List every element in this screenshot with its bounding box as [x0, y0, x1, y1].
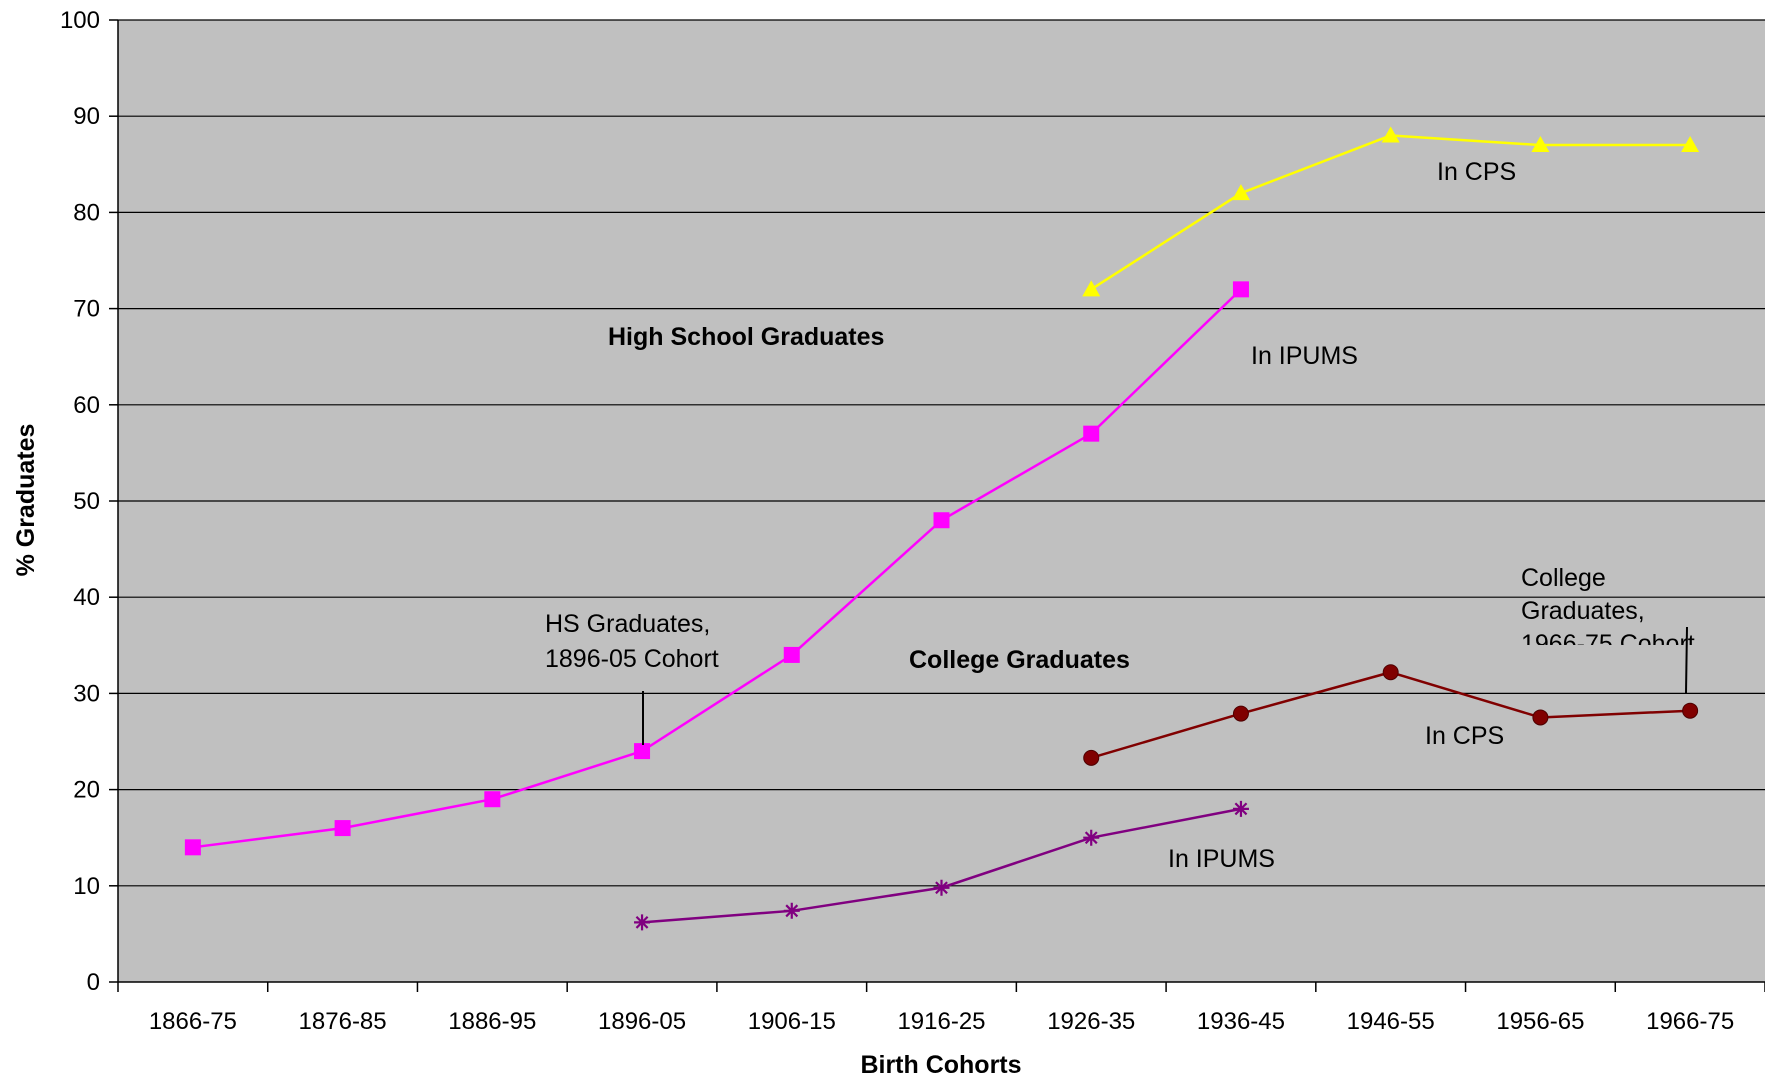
- data-point: [1231, 184, 1250, 201]
- x-tick-label: 1906-15: [748, 1008, 836, 1035]
- data-point: [783, 646, 800, 663]
- data-point: [1682, 702, 1699, 719]
- data-point: [484, 791, 501, 808]
- y-tick-label: 60: [73, 392, 100, 419]
- data-point: [1232, 800, 1249, 817]
- x-tick-label: 1966-75: [1646, 1008, 1734, 1035]
- y-tick-label: 50: [73, 488, 100, 515]
- x-tick-label: 1886-95: [448, 1008, 536, 1035]
- data-point: [933, 879, 950, 896]
- axes: 0 10 20 30 40 50 60 70 80 90 100 1866-75 1876-85 1886…: [60, 7, 1765, 1035]
- annot-hs-cps: In CPS: [1437, 158, 1516, 186]
- annot-college-1966-line1: College: [1521, 564, 1606, 592]
- data-point: [1232, 281, 1249, 298]
- data-point: [1532, 709, 1549, 726]
- y-tick-label: 10: [73, 873, 100, 900]
- annot-hs-group: High School Graduates: [608, 323, 884, 351]
- x-tick-label: 1876-85: [299, 1008, 387, 1035]
- y-tick-label: 0: [87, 969, 100, 996]
- annot-college-1966-line3: 1966-75 Cohort: [1521, 630, 1695, 658]
- y-tick-label: 100: [60, 7, 100, 34]
- annot-hs-1896-line1: HS Graduates,: [545, 610, 710, 638]
- annot-college-group: College Graduates: [909, 646, 1130, 674]
- series-layer: [184, 126, 1700, 931]
- data-point: [334, 820, 351, 837]
- data-point: [1083, 749, 1100, 766]
- y-tick-label: 80: [73, 199, 100, 226]
- series-line: [192, 288, 1242, 849]
- data-point: [634, 914, 651, 931]
- annot-hs-1896-line2: 1896-05 Cohort: [545, 645, 719, 673]
- data-point: [1531, 136, 1550, 153]
- y-tick-label: 70: [73, 296, 100, 323]
- x-tick-label: 1896-05: [598, 1008, 686, 1035]
- x-tick-label: 1956-65: [1496, 1008, 1584, 1035]
- data-point: [1083, 425, 1100, 442]
- data-point: [1083, 829, 1100, 846]
- annot-college-1966-leader: [1685, 626, 1688, 694]
- x-tick-label: 1936-45: [1197, 1008, 1285, 1035]
- y-tick-label: 20: [73, 777, 100, 804]
- annot-hs-ipums: In IPUMS: [1251, 342, 1358, 370]
- x-axis-title: Birth Cohorts: [860, 1051, 1021, 1078]
- y-axis-title: % Graduates: [12, 424, 40, 577]
- data-point: [1681, 136, 1700, 153]
- y-tick-label: 30: [73, 680, 100, 707]
- annot-college-cps: In CPS: [1425, 722, 1504, 750]
- y-tick-label: 90: [73, 103, 100, 130]
- annot-college-1966-line2: Graduates,: [1521, 597, 1645, 625]
- gridlines: [118, 19, 1765, 887]
- data-point: [634, 743, 651, 760]
- data-point: [184, 839, 201, 856]
- data-point: [1381, 126, 1400, 143]
- x-tick-label: 1866-75: [149, 1008, 237, 1035]
- data-point: [1382, 664, 1399, 681]
- x-tick-label: 1926-35: [1047, 1008, 1135, 1035]
- annot-college-ipums: In IPUMS: [1168, 845, 1275, 873]
- data-point: [1232, 705, 1249, 722]
- annotations: In CPS High School Graduates In IPUMS HS…: [545, 158, 1695, 873]
- x-tick-label: 1946-55: [1347, 1008, 1435, 1035]
- data-point: [1082, 280, 1101, 297]
- x-tick-label: 1916-25: [897, 1008, 985, 1035]
- data-point: [783, 902, 800, 919]
- data-point: [933, 512, 950, 529]
- y-tick-label: 40: [73, 584, 100, 611]
